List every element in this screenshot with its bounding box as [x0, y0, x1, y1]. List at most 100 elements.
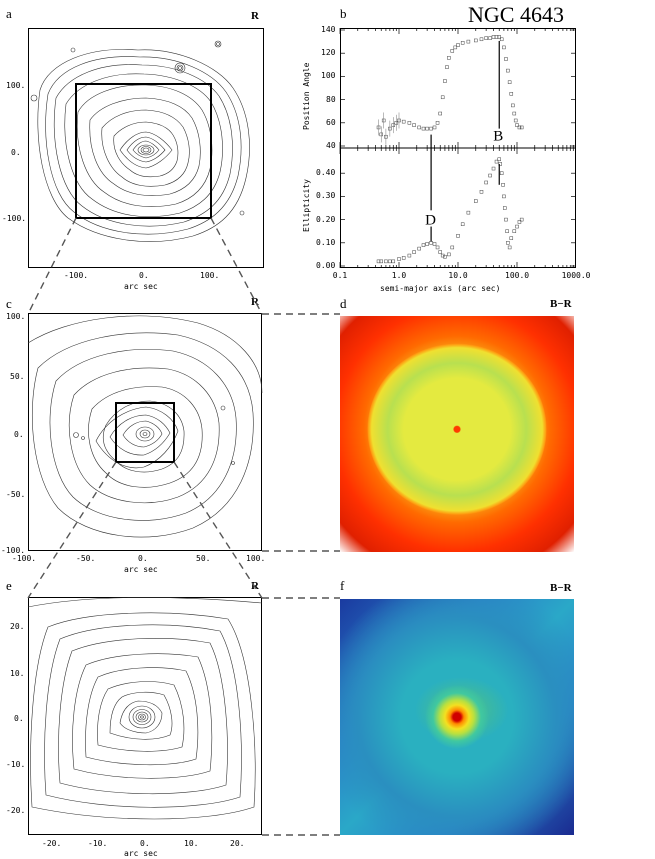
- x-tick-label: 1000.0: [561, 271, 591, 280]
- data-point: [388, 259, 392, 264]
- data-point: [505, 229, 509, 233]
- data-point: [497, 157, 501, 162]
- data-point: [509, 92, 514, 96]
- x-tick-label: 100.0: [505, 271, 530, 280]
- panel-e-xtick: -20.: [42, 839, 62, 848]
- data-point: [502, 45, 506, 50]
- data-point: [499, 171, 504, 175]
- panel-b-chart: BD: [339, 28, 576, 268]
- x-tick-label: 10.0: [448, 271, 468, 280]
- panel-e-xlabel: arc sec: [124, 849, 158, 858]
- data-point: [517, 220, 522, 224]
- panel-c-letter: c: [6, 296, 12, 311]
- panel-e-ytick: -20.: [6, 806, 26, 815]
- panel-c-contour-plot: [27, 313, 263, 551]
- panel-c-xtick: -100.: [12, 554, 37, 563]
- data-point: [494, 159, 499, 164]
- data-point: [453, 45, 458, 50]
- data-point: [456, 234, 460, 238]
- panel-e-xtick: 10.: [184, 839, 199, 848]
- data-point: [432, 242, 437, 246]
- data-point: [499, 37, 504, 42]
- data-point: [484, 180, 488, 185]
- data-point: [474, 199, 478, 203]
- panel-c-ytick: -50.: [6, 490, 26, 499]
- data-point: [488, 36, 492, 40]
- y-tick-label: 0.30: [316, 191, 336, 201]
- data-point: [407, 121, 412, 125]
- data-point: [412, 250, 416, 254]
- panel-a-xtick: -100.: [64, 271, 89, 280]
- y-tick-label: 80: [326, 94, 336, 104]
- y-tick-label: 0.10: [316, 237, 336, 247]
- panel-a-xtick: 100.: [200, 271, 220, 280]
- data-point: [384, 259, 388, 264]
- y-tick-label: 60: [326, 117, 336, 127]
- data-point: [443, 79, 447, 83]
- data-point: [479, 37, 484, 42]
- y-tick-label: 140: [321, 25, 336, 34]
- data-point: [502, 194, 506, 199]
- panel-e-xtick: -10.: [88, 839, 108, 848]
- data-point: [376, 259, 381, 264]
- panel-b-letter: b: [340, 6, 347, 21]
- panel-e-ytick: 10.: [10, 669, 25, 678]
- data-point: [456, 43, 460, 47]
- data-point: [445, 65, 449, 69]
- panel-d-color-map: [340, 316, 574, 552]
- panel-d-band: B−R: [550, 298, 572, 310]
- panel-c-xlabel: arc sec: [124, 565, 158, 574]
- x-tick-label: 1.0: [391, 271, 407, 280]
- panel-a-xlabel: arc sec: [124, 282, 158, 291]
- data-point: [474, 38, 478, 43]
- data-point: [432, 125, 437, 130]
- data-point: [440, 253, 445, 258]
- panel-c-xtick: 100.: [246, 554, 266, 563]
- panel-c-xtick: 50.: [196, 554, 211, 563]
- panel-c-band: R: [251, 296, 259, 308]
- panel-d-letter: d: [340, 296, 347, 311]
- data-point: [379, 259, 383, 264]
- data-point: [479, 190, 484, 194]
- data-point: [509, 236, 514, 240]
- panel-e-letter: e: [6, 578, 12, 593]
- data-point: [450, 49, 455, 53]
- data-point: [397, 257, 401, 261]
- data-point: [435, 121, 440, 125]
- data-point: [460, 41, 465, 45]
- data-point: [504, 57, 508, 61]
- data-point: [519, 217, 524, 222]
- data-point: [494, 35, 499, 39]
- data-point: [519, 125, 524, 130]
- panel-f-color-map: [340, 599, 574, 835]
- data-point: [507, 245, 512, 250]
- data-point: [513, 118, 518, 123]
- data-point: [512, 229, 517, 233]
- data-point: [417, 125, 421, 130]
- panel-c-ytick: 50.: [10, 372, 25, 381]
- data-point: [466, 210, 471, 215]
- panel-c-ytick: 0.: [14, 430, 24, 439]
- panel-c-ytick: -100.: [1, 546, 26, 555]
- data-point: [438, 111, 442, 116]
- data-point: [391, 259, 396, 264]
- data-point: [507, 80, 512, 84]
- data-point: [401, 119, 406, 124]
- panel-c-xtick: -50.: [76, 554, 96, 563]
- data-point: [421, 126, 426, 131]
- panel-f-letter: f: [340, 578, 345, 593]
- panel-a-band: R: [251, 10, 259, 22]
- data-point: [421, 243, 426, 247]
- data-point: [484, 36, 488, 40]
- data-point: [506, 241, 510, 245]
- data-point: [497, 35, 501, 39]
- panel-a-letter: a: [6, 6, 12, 21]
- data-point: [425, 126, 429, 131]
- data-point: [488, 173, 492, 178]
- data-point: [407, 253, 412, 258]
- panel-e-xtick: 20.: [230, 839, 245, 848]
- panel-e-xtick: 0.: [140, 839, 150, 848]
- y-tick-label: 40: [326, 141, 336, 150]
- data-point: [450, 245, 455, 250]
